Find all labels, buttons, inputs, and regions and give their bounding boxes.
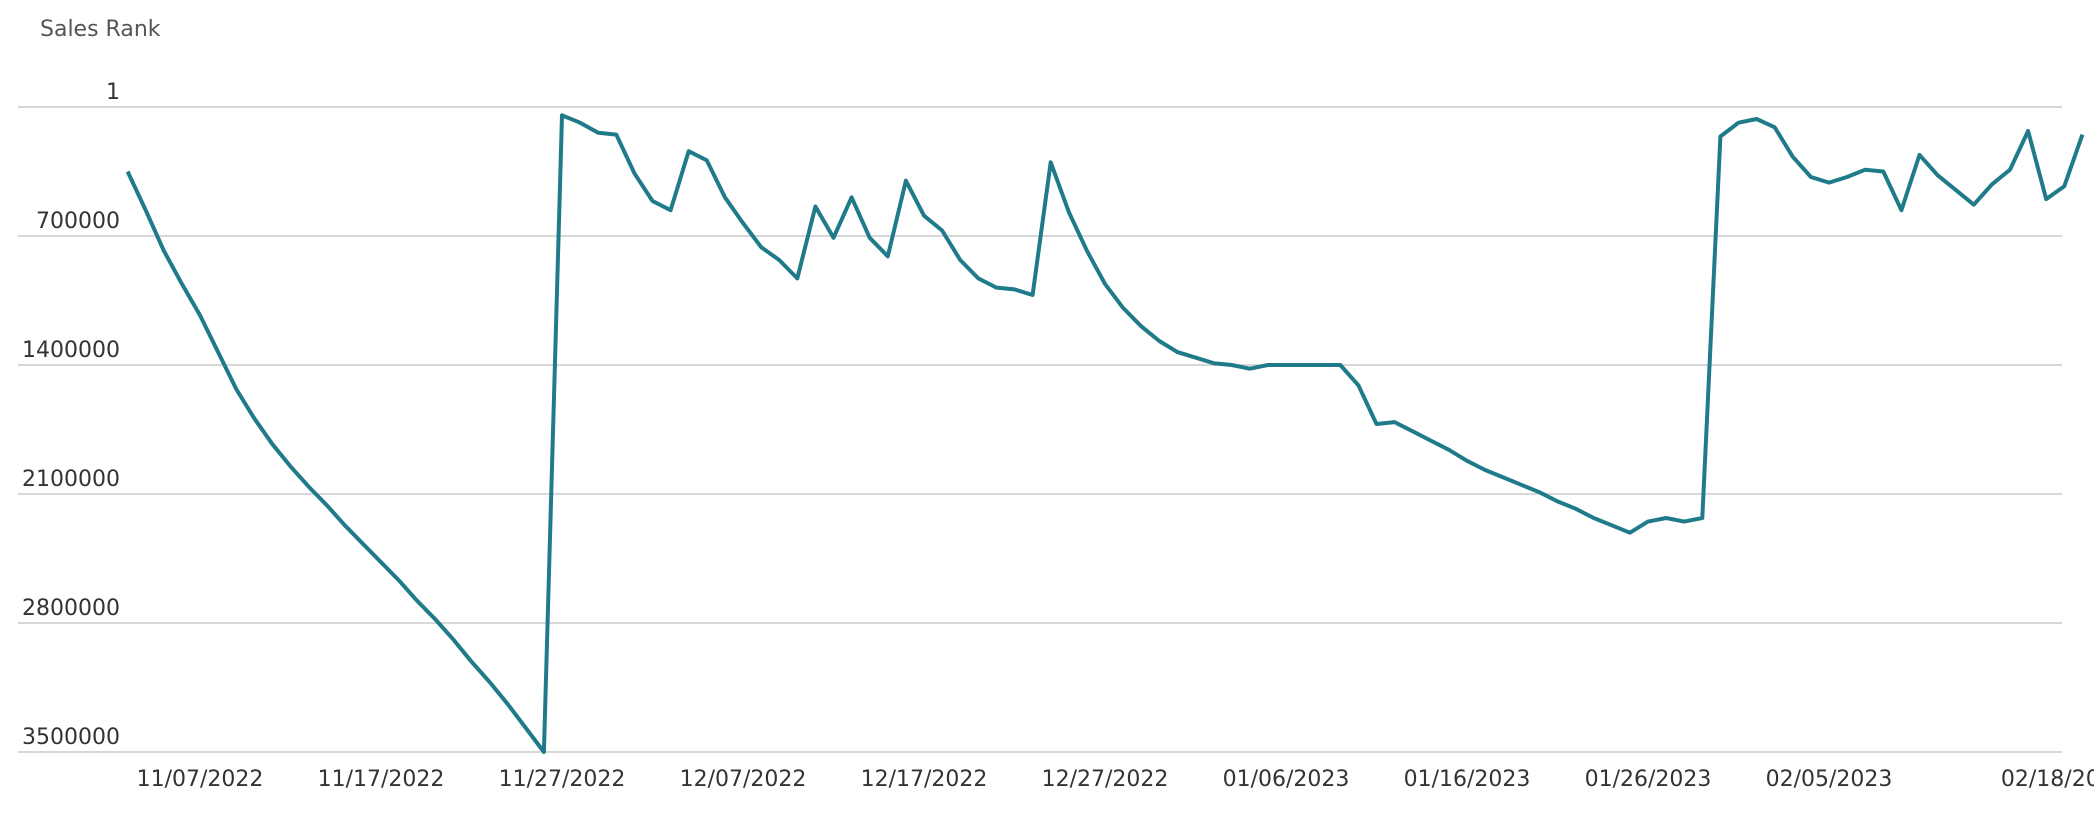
- y-axis-ticks: 1 700000 1400000 2100000 2800000 3500000: [22, 80, 120, 750]
- x-tick-label: 02/05/2023: [1766, 767, 1893, 792]
- x-tick-label: 01/26/2023: [1585, 767, 1712, 792]
- x-tick-label: 02/18/2023: [2001, 767, 2094, 792]
- x-tick-label: 11/27/2022: [499, 767, 626, 792]
- x-tick-label: 12/07/2022: [680, 767, 807, 792]
- x-tick-label: 11/07/2022: [137, 767, 264, 792]
- y-tick-label: 3500000: [22, 725, 120, 750]
- y-tick-label: 1: [106, 80, 120, 105]
- x-tick-label: 12/17/2022: [861, 767, 988, 792]
- x-tick-label: 01/16/2023: [1404, 767, 1531, 792]
- x-axis-ticks: 11/07/2022 11/17/2022 11/27/2022 12/07/2022…: [137, 767, 2094, 792]
- y-axis-title: Sales Rank: [40, 17, 161, 42]
- gridlines: [18, 106, 2062, 753]
- series-line: [125, 113, 2085, 754]
- x-tick-label: 11/17/2022: [318, 767, 445, 792]
- y-tick-label: 2800000: [22, 596, 120, 621]
- y-tick-label: 1400000: [22, 338, 120, 363]
- x-tick-label: 01/06/2023: [1223, 767, 1350, 792]
- series-group: [125, 113, 2085, 754]
- y-tick-label: 2100000: [22, 467, 120, 492]
- y-tick-label: 700000: [36, 209, 120, 234]
- x-tick-label: 12/27/2022: [1042, 767, 1169, 792]
